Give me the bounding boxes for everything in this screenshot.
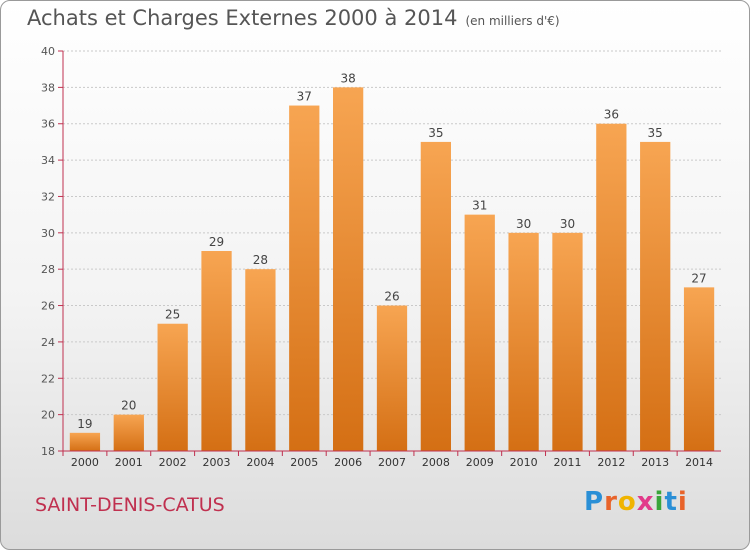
- bar-value-label: 30: [560, 217, 575, 231]
- y-tick-label: 30: [41, 227, 55, 240]
- logo-letter: P: [584, 487, 605, 517]
- chart-title: Achats et Charges Externes 2000 à 2014: [27, 6, 458, 30]
- x-tick-label: 2004: [246, 456, 274, 469]
- proxiti-logo: Proxiti: [584, 487, 688, 517]
- bar: [113, 414, 144, 451]
- logo-letter: x: [636, 487, 655, 517]
- bar-value-label: 37: [297, 90, 312, 104]
- y-tick-label: 34: [41, 154, 55, 167]
- x-tick-label: 2011: [553, 456, 581, 469]
- bar: [552, 232, 583, 451]
- bar-value-label: 25: [165, 308, 180, 322]
- bar-value-label: 26: [384, 290, 399, 304]
- bar: [69, 432, 101, 451]
- bar-value-label: 30: [516, 217, 531, 231]
- logo-letter: i: [654, 487, 665, 517]
- x-tick-label: 2001: [115, 456, 143, 469]
- x-tick-label: 2003: [203, 456, 231, 469]
- chart-title-block: Achats et Charges Externes 2000 à 2014 (e…: [27, 6, 560, 30]
- logo-letter: i: [677, 487, 688, 517]
- bar: [683, 287, 715, 451]
- x-tick-label: 2000: [71, 456, 99, 469]
- x-tick-label: 2008: [422, 456, 450, 469]
- bar: [376, 305, 408, 451]
- y-tick-label: 28: [41, 263, 55, 276]
- bars: [69, 87, 715, 452]
- bar-value-label: 38: [340, 71, 355, 85]
- bar-value-label: 35: [428, 126, 443, 140]
- bar-value-label: 36: [604, 108, 619, 122]
- bar: [464, 214, 495, 451]
- x-tick-label: 2002: [159, 456, 187, 469]
- x-tick-label: 2013: [641, 456, 669, 469]
- axes: [58, 50, 721, 456]
- bar-value-label: 19: [77, 417, 92, 431]
- logo-letter: r: [604, 487, 618, 517]
- bar: [596, 123, 627, 452]
- y-tick-label: 36: [41, 118, 55, 131]
- labels: 18 20 22 24 26 28 30 32 34 36 38 40 19 2000 20 2001 25 20…: [41, 45, 713, 469]
- y-tick-label: 38: [41, 81, 55, 94]
- y-tick-label: 18: [41, 445, 55, 458]
- bar-value-label: 28: [253, 253, 268, 267]
- x-tick-label: 2005: [290, 456, 318, 469]
- bar: [332, 87, 364, 451]
- bar: [508, 232, 539, 451]
- bar: [157, 323, 188, 451]
- bar: [245, 269, 276, 451]
- y-tick-label: 26: [41, 300, 55, 313]
- y-tick-label: 32: [41, 190, 55, 203]
- y-tick-label: 20: [41, 409, 55, 422]
- bar-value-label: 29: [209, 235, 224, 249]
- logo-letter: t: [664, 487, 678, 517]
- chart-unit: (en milliers d'€): [465, 14, 560, 28]
- bar-value-label: 20: [121, 399, 136, 413]
- x-tick-label: 2007: [378, 456, 406, 469]
- bar: [201, 251, 232, 451]
- x-tick-label: 2014: [685, 456, 713, 469]
- y-tick-label: 22: [41, 372, 55, 385]
- commune-name: SAINT-DENIS-CATUS: [35, 494, 225, 516]
- bar-value-label: 35: [648, 126, 663, 140]
- logo-letter: o: [617, 487, 637, 517]
- bar: [420, 141, 452, 451]
- bar: [640, 141, 671, 451]
- bar-value-label: 27: [691, 271, 706, 285]
- bar-value-label: 31: [472, 199, 487, 213]
- bar: [289, 105, 320, 451]
- y-tick-label: 40: [41, 45, 55, 58]
- x-tick-label: 2010: [510, 456, 538, 469]
- x-tick-label: 2009: [466, 456, 494, 469]
- x-tick-label: 2006: [334, 456, 362, 469]
- x-tick-label: 2012: [597, 456, 625, 469]
- y-tick-label: 24: [41, 336, 55, 349]
